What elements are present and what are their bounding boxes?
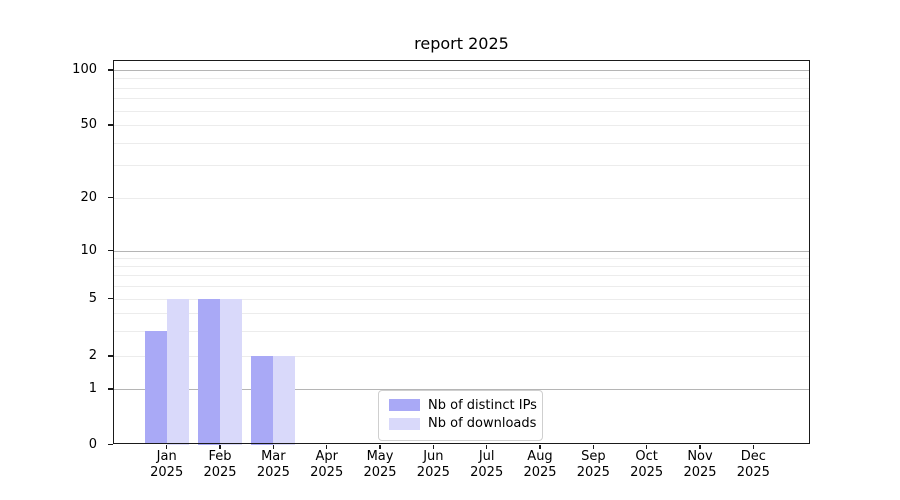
x-tick-month: Jun bbox=[423, 449, 444, 464]
legend-label: Nb of distinct IPs bbox=[428, 397, 537, 413]
y-tick-label: 100 bbox=[72, 62, 97, 77]
legend-swatch-downloads bbox=[389, 417, 420, 430]
x-tick-year: 2025 bbox=[310, 464, 344, 480]
x-tick-mark bbox=[699, 444, 701, 449]
x-tick-mark bbox=[752, 444, 754, 449]
y-gridline-minor bbox=[113, 298, 810, 300]
x-tick-mark bbox=[646, 444, 648, 449]
y-tick-mark bbox=[108, 443, 113, 446]
y-gridline-minor bbox=[113, 87, 810, 89]
x-tick-label: Jul 2025 bbox=[447, 449, 527, 480]
x-tick-month: Jan bbox=[156, 449, 177, 464]
x-tick-year: 2025 bbox=[630, 464, 664, 480]
x-tick-mark bbox=[272, 444, 274, 449]
legend-item-distinct-ips: Nb of distinct IPs bbox=[379, 396, 542, 415]
x-tick-label: Jan 2025 bbox=[127, 449, 207, 480]
bar-mar-downloads bbox=[273, 356, 296, 445]
x-tick-mark bbox=[326, 444, 328, 449]
x-tick-mark bbox=[379, 444, 381, 449]
x-tick-year: 2025 bbox=[470, 464, 504, 480]
y-tick-label: 5 bbox=[88, 290, 97, 306]
y-gridline-minor bbox=[113, 285, 810, 287]
y-tick-label: 2 bbox=[88, 348, 97, 363]
x-tick-month: Sep bbox=[581, 449, 606, 464]
y-tick-mark bbox=[108, 124, 113, 126]
legend-item-downloads: Nb of downloads bbox=[379, 415, 542, 434]
y-gridline-major bbox=[113, 389, 810, 390]
x-tick-month: Oct bbox=[635, 449, 658, 464]
y-gridline-minor bbox=[113, 275, 810, 277]
y-gridline-minor bbox=[113, 98, 810, 100]
x-tick-year: 2025 bbox=[683, 464, 717, 480]
bar-jan-distinct-ips bbox=[144, 330, 167, 445]
x-tick-mark bbox=[486, 444, 488, 449]
y-gridline-major bbox=[113, 250, 810, 252]
x-tick-year: 2025 bbox=[256, 464, 290, 480]
x-tick-label: Sep 2025 bbox=[553, 449, 633, 480]
y-tick-label: 50 bbox=[80, 117, 97, 132]
x-tick-mark bbox=[592, 444, 594, 449]
y-gridline-minor bbox=[113, 312, 810, 314]
x-tick-mark bbox=[166, 444, 168, 449]
plot-area bbox=[113, 60, 810, 445]
y-tick-mark bbox=[108, 297, 113, 300]
y-gridline-minor bbox=[113, 78, 810, 80]
x-tick-label: Jun 2025 bbox=[393, 449, 473, 480]
x-tick-label: Oct 2025 bbox=[607, 449, 687, 480]
x-tick-month: May bbox=[366, 449, 394, 464]
y-gridline-major bbox=[113, 70, 810, 71]
bar-mar-distinct-ips bbox=[251, 356, 274, 445]
x-tick-year: 2025 bbox=[150, 464, 184, 480]
y-gridline-minor bbox=[113, 257, 810, 259]
x-tick-label: May 2025 bbox=[340, 449, 420, 480]
y-gridline-minor bbox=[113, 356, 810, 357]
x-tick-month: Apr bbox=[315, 449, 338, 464]
x-tick-month: Dec bbox=[740, 449, 766, 464]
x-tick-month: Feb bbox=[208, 449, 232, 464]
y-tick-mark bbox=[108, 355, 113, 357]
x-tick-month: Mar bbox=[261, 449, 286, 464]
x-tick-mark bbox=[432, 444, 434, 449]
bar-feb-distinct-ips bbox=[198, 298, 221, 445]
y-tick-mark bbox=[108, 196, 113, 199]
y-gridline-minor bbox=[113, 165, 810, 167]
legend-swatch-distinct-ips bbox=[389, 399, 420, 412]
legend-label: Nb of downloads bbox=[428, 416, 537, 432]
y-tick-mark bbox=[108, 388, 113, 390]
y-tick-mark bbox=[108, 249, 113, 252]
y-tick-label: 10 bbox=[80, 242, 97, 258]
y-gridline-minor bbox=[113, 330, 810, 332]
y-gridline-minor bbox=[113, 110, 810, 112]
x-tick-year: 2025 bbox=[203, 464, 237, 480]
chart-title: report 2025 bbox=[414, 34, 509, 53]
y-tick-label: 20 bbox=[80, 189, 97, 205]
x-tick-label: Feb 2025 bbox=[180, 449, 260, 480]
x-tick-year: 2025 bbox=[363, 464, 397, 480]
y-gridline-minor bbox=[113, 265, 810, 267]
x-tick-mark bbox=[539, 444, 541, 449]
x-tick-year: 2025 bbox=[523, 464, 557, 480]
x-tick-month: Aug bbox=[527, 449, 553, 464]
bar-feb-downloads bbox=[220, 298, 243, 445]
y-tick-label: 0 bbox=[88, 436, 97, 452]
x-tick-label: Mar 2025 bbox=[233, 449, 313, 480]
x-tick-label: Nov 2025 bbox=[660, 449, 740, 480]
x-tick-label: Dec 2025 bbox=[713, 449, 793, 480]
y-tick-mark bbox=[108, 69, 113, 71]
x-tick-year: 2025 bbox=[736, 464, 770, 480]
x-tick-year: 2025 bbox=[416, 464, 450, 480]
bar-jan-downloads bbox=[166, 298, 189, 445]
legend: Nb of distinct IPs Nb of downloads bbox=[378, 390, 543, 441]
x-tick-label: Apr 2025 bbox=[287, 449, 367, 480]
x-tick-month: Nov bbox=[687, 449, 713, 464]
x-tick-mark bbox=[219, 444, 221, 449]
y-tick-label: 1 bbox=[88, 381, 97, 396]
x-tick-label: Aug 2025 bbox=[500, 449, 580, 480]
y-gridline-minor bbox=[113, 142, 810, 144]
x-tick-year: 2025 bbox=[576, 464, 610, 480]
x-tick-month: Jul bbox=[478, 449, 495, 464]
y-gridline-minor bbox=[113, 125, 810, 126]
y-gridline-minor bbox=[113, 197, 810, 199]
